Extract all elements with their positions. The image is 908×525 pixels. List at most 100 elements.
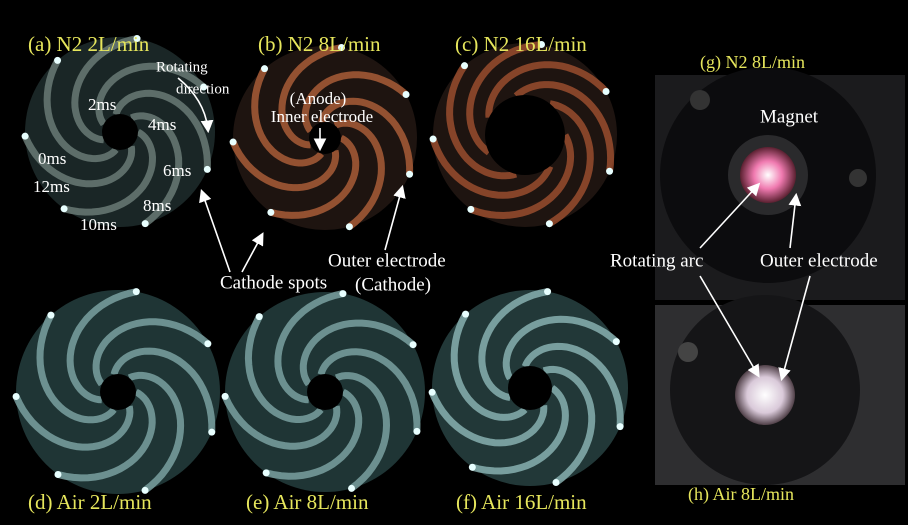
spiral-arm xyxy=(429,137,554,199)
arrow xyxy=(384,184,406,251)
cathode-spot xyxy=(538,40,546,48)
annotation: Cathode spots xyxy=(220,272,327,293)
spiral-arm xyxy=(521,342,624,427)
arrow xyxy=(778,275,811,382)
cathode-spot xyxy=(21,132,29,140)
spiral-arm xyxy=(57,388,156,482)
spiral-arm xyxy=(66,288,138,404)
cathode-spot xyxy=(468,463,476,471)
panel-label: (h) Air 8L/min xyxy=(688,484,794,505)
cathode-spot xyxy=(428,388,436,396)
spiral-arm xyxy=(317,348,421,432)
time-label: 6ms xyxy=(163,161,191,180)
inner-electrode xyxy=(100,374,136,410)
spiral-arm xyxy=(301,71,409,134)
panel-label: (a) N2 2L/min xyxy=(28,32,150,56)
cathode-spot xyxy=(229,138,237,146)
cathode-spot xyxy=(339,290,347,298)
spiral-arm xyxy=(130,112,183,227)
spiral-arm xyxy=(334,372,391,492)
arrow xyxy=(199,188,231,273)
cathode-spot xyxy=(267,208,275,216)
spiral-arm xyxy=(547,100,594,227)
time-label: 12ms xyxy=(33,177,70,196)
time-label: 0ms xyxy=(38,149,66,168)
spiral-arm xyxy=(12,394,134,451)
spiral-arm xyxy=(513,81,615,172)
spiral-arm xyxy=(71,35,138,144)
annotation: Outer electrode xyxy=(760,250,878,271)
arc-glow xyxy=(735,365,795,425)
cathode-spot xyxy=(552,478,560,486)
spiral-arm xyxy=(299,319,416,387)
panel-label: (d) Air 2L/min xyxy=(28,490,152,514)
spiral-arm xyxy=(265,388,363,480)
spiral-arm xyxy=(428,390,548,447)
arrow xyxy=(788,192,802,249)
spiral-arm xyxy=(251,67,325,167)
cathode-spot xyxy=(203,165,211,173)
annotation: Magnet xyxy=(760,106,819,127)
spiral-arm xyxy=(318,97,414,175)
arrow xyxy=(699,275,760,378)
spiral-arm xyxy=(274,290,344,404)
cathode-spot xyxy=(141,220,149,228)
cathode-spot xyxy=(345,223,353,231)
spiral-arm xyxy=(221,394,341,450)
spiral-arm xyxy=(333,119,385,230)
cathode-spot xyxy=(409,341,417,349)
cathode-spot xyxy=(54,56,62,64)
cathode-spot xyxy=(12,392,20,400)
bolt xyxy=(849,169,867,187)
spiral-arm xyxy=(446,63,518,180)
time-label: 10ms xyxy=(80,215,117,234)
annotation: direction xyxy=(176,81,230,97)
annotation: Outer electrode xyxy=(328,250,446,271)
time-label: 4ms xyxy=(148,115,176,134)
panel-label: (b) N2 8L/min xyxy=(258,32,381,56)
spiral-arm xyxy=(110,347,216,433)
cathode-spot xyxy=(462,310,470,318)
cathode-spot xyxy=(461,62,469,70)
cathode-spot xyxy=(338,43,346,51)
annotation: Inner electrode xyxy=(271,107,373,126)
spiral-arm xyxy=(450,312,528,421)
annotation: Rotating arc xyxy=(610,250,703,271)
cathode-spot xyxy=(616,423,624,431)
cathode-spot xyxy=(413,427,421,435)
annotation: (Anode) xyxy=(290,89,347,108)
cathode-spot xyxy=(262,469,270,477)
spiral-arm xyxy=(95,62,206,127)
spiral-arm xyxy=(112,89,211,170)
inner-electrode xyxy=(102,114,138,150)
panel-label: (g) N2 8L/min xyxy=(700,52,805,73)
cathode-spot xyxy=(406,170,414,178)
panel-label: (c) N2 16L/min xyxy=(455,32,587,56)
spiral-arm xyxy=(21,134,136,188)
arrow xyxy=(699,182,761,249)
cathode-spot xyxy=(47,311,55,319)
cathode-spot xyxy=(204,340,212,348)
spiral-arm xyxy=(229,140,340,192)
cathode-spot xyxy=(133,35,141,43)
spiral-arm xyxy=(270,134,360,219)
arrow xyxy=(177,77,214,134)
cathode-spot xyxy=(544,288,552,296)
spiral-arm xyxy=(127,371,185,494)
annotation: (Cathode) xyxy=(355,274,431,295)
cathode-spot xyxy=(208,428,216,436)
cathode-spot xyxy=(402,90,410,98)
cathode-spot xyxy=(429,135,437,143)
cathode-spot xyxy=(467,205,475,213)
cathode-spot xyxy=(54,470,62,478)
cathode-spot xyxy=(602,87,610,95)
spiral-arm xyxy=(502,315,619,381)
spiral-arm xyxy=(542,365,596,486)
inner-electrode xyxy=(485,95,565,175)
cathode-spot xyxy=(606,167,614,175)
cathode-spot xyxy=(612,338,620,346)
panel-label: (e) Air 8L/min xyxy=(246,490,369,514)
cathode-spot xyxy=(132,288,140,296)
time-label: 2ms xyxy=(88,95,116,114)
spiral-arm xyxy=(469,133,575,220)
